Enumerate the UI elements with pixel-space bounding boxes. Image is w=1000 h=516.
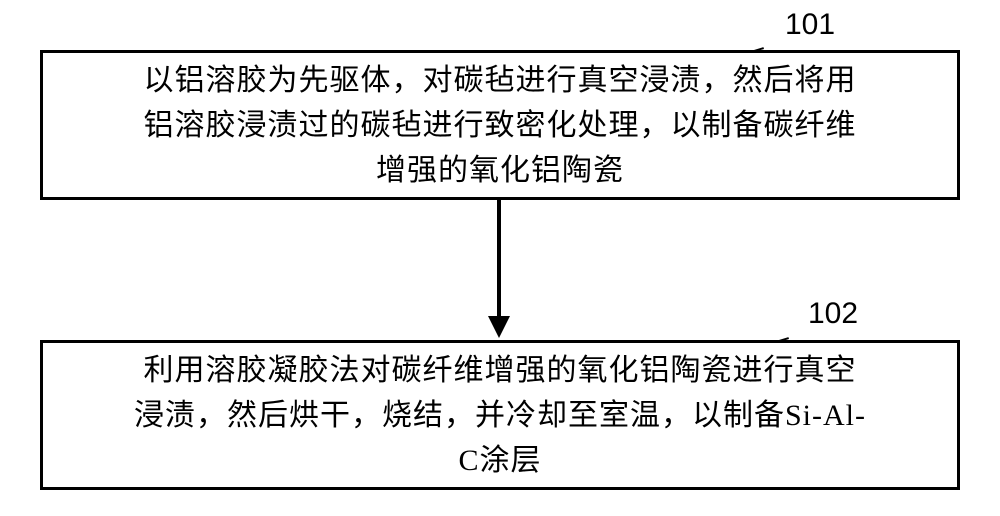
step1-box: 以铝溶胶为先驱体，对碳毡进行真空浸渍，然后将用 铝溶胶浸渍过的碳毡进行致密化处理… (40, 50, 960, 200)
step1-label-text: 101 (785, 8, 835, 41)
step1-text: 以铝溶胶为先驱体，对碳毡进行真空浸渍，然后将用 铝溶胶浸渍过的碳毡进行致密化处理… (144, 58, 857, 193)
step2-text: 利用溶胶凝胶法对碳纤维增强的氧化铝陶瓷进行真空 浸渍，然后烘干，烧结，并冷却至室… (134, 348, 866, 483)
step1-label: 101 (785, 8, 835, 42)
step2-label: 102 (808, 297, 858, 331)
flowchart-container: 101 以铝溶胶为先驱体，对碳毡进行真空浸渍，然后将用 铝溶胶浸渍过的碳毡进行致… (0, 0, 1000, 516)
arrow-line (497, 200, 501, 318)
step2-box: 利用溶胶凝胶法对碳纤维增强的氧化铝陶瓷进行真空 浸渍，然后烘干，烧结，并冷却至室… (40, 340, 960, 490)
step2-line1: 利用溶胶凝胶法对碳纤维增强的氧化铝陶瓷进行真空 浸渍，然后烘干，烧结，并冷却至室… (134, 354, 866, 477)
arrow-head (488, 316, 510, 338)
step2-label-text: 102 (808, 297, 858, 330)
step1-line1: 以铝溶胶为先驱体，对碳毡进行真空浸渍，然后将用 铝溶胶浸渍过的碳毡进行致密化处理… (144, 64, 857, 187)
